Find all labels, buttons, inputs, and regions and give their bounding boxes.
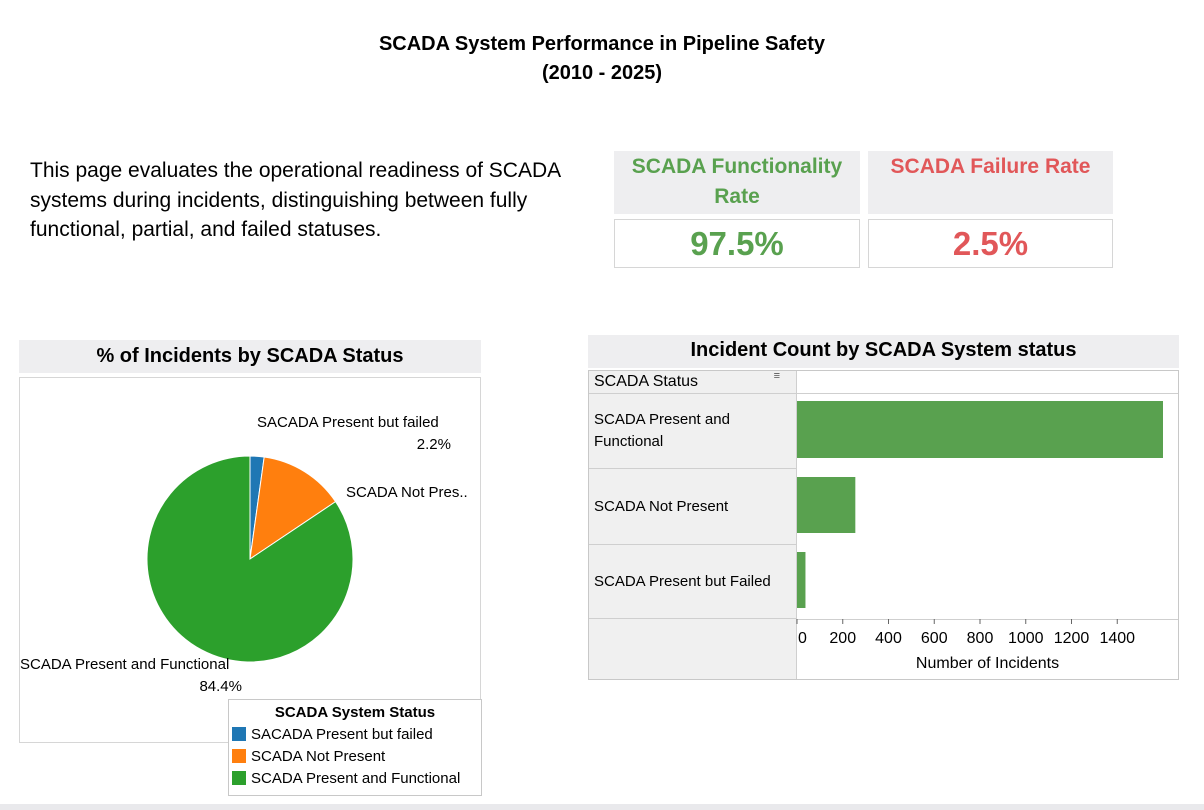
row-label-functional: SCADA Present and Functional bbox=[589, 394, 797, 469]
x-tick-label: 800 bbox=[967, 630, 994, 647]
legend-label: SCADA Not Present bbox=[251, 747, 386, 765]
kpi-failure-value: 2.5% bbox=[868, 219, 1113, 268]
kpi-failure-label: SCADA Failure Rate bbox=[868, 151, 1113, 214]
legend-swatch-green bbox=[232, 771, 246, 785]
x-axis-label: Number of Incidents bbox=[915, 655, 1060, 672]
pie-chart-title: % of Incidents by SCADA Status bbox=[19, 340, 481, 373]
legend-label: SCADA Present and Functional bbox=[251, 769, 461, 787]
page-title-line1: SCADA System Performance in Pipeline Saf… bbox=[378, 33, 826, 55]
bar-chart-title: Incident Count by SCADA System status bbox=[588, 335, 1179, 368]
x-tick-label: 1400 bbox=[1099, 630, 1135, 647]
pie-value-failed: 2.2% bbox=[416, 436, 451, 453]
bar-1[interactable] bbox=[797, 477, 856, 533]
legend-item-functional[interactable]: SCADA Present and Functional bbox=[229, 767, 481, 789]
header-spacer bbox=[797, 371, 1178, 394]
row-label-failed: SCADA Present but Failed bbox=[589, 545, 797, 619]
legend-item-failed[interactable]: SACADA Present but failed bbox=[229, 723, 481, 745]
axis-corner bbox=[589, 619, 797, 679]
row-header: SCADA Status ≡ bbox=[589, 371, 797, 394]
pie-label-functional: SCADA Present and Functional bbox=[20, 656, 230, 673]
pie-slice-2[interactable] bbox=[146, 455, 354, 663]
bar-2[interactable] bbox=[797, 552, 806, 608]
x-tick-label: 1000 bbox=[1008, 630, 1044, 647]
bottom-strip bbox=[0, 804, 1204, 810]
pie-slice-1[interactable] bbox=[249, 456, 337, 561]
x-tick-label: 400 bbox=[875, 630, 902, 647]
axis-divider bbox=[797, 619, 1178, 620]
page-description: This page evaluates the operational read… bbox=[30, 159, 560, 241]
legend-swatch-blue bbox=[232, 727, 246, 741]
bar-0[interactable] bbox=[797, 401, 1163, 458]
page-title: SCADA System Performance in Pipeline Saf… bbox=[0, 30, 1204, 88]
pie-label-not-present: SCADA Not Pres.. bbox=[346, 484, 468, 501]
x-tick-label: 1200 bbox=[1054, 630, 1090, 647]
page-title-line2: (2010 - 2025) bbox=[541, 62, 663, 84]
legend-item-not-present[interactable]: SCADA Not Present bbox=[229, 745, 481, 767]
legend-title: SCADA System Status bbox=[274, 704, 436, 721]
x-tick-label: 0 bbox=[798, 630, 807, 647]
kpi-functionality-label: SCADA Functionality Rate bbox=[614, 151, 860, 214]
legend-swatch-orange bbox=[232, 749, 246, 763]
pie-value-functional: 84.4% bbox=[199, 678, 242, 695]
pie-label-failed: SACADA Present but failed bbox=[257, 414, 439, 431]
pie-legend: SCADA System Status SACADA Present but f… bbox=[228, 699, 482, 796]
bar-chart-frame: SCADA Status ≡ SCADA Present and Functio… bbox=[588, 370, 1179, 680]
legend-label: SACADA Present but failed bbox=[251, 725, 433, 743]
x-tick-label: 600 bbox=[921, 630, 948, 647]
sort-icon[interactable]: ≡ bbox=[773, 370, 780, 382]
x-tick-label: 200 bbox=[829, 630, 856, 647]
row-label-not-present: SCADA Not Present bbox=[589, 469, 797, 545]
row-header-label: SCADA Status bbox=[594, 373, 699, 390]
kpi-functionality-value: 97.5% bbox=[614, 219, 860, 268]
